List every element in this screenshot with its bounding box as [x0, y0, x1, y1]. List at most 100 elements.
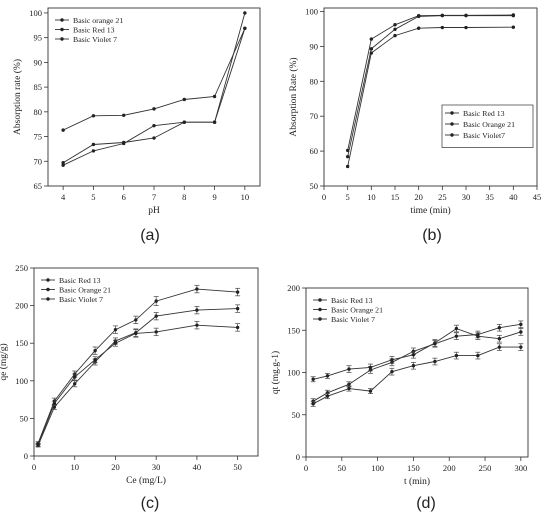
data-point	[73, 382, 77, 386]
y-tick-label: 80	[310, 76, 319, 86]
y-tick-label: 100	[287, 368, 300, 378]
x-tick-label: 250	[479, 463, 492, 473]
data-point	[93, 358, 97, 362]
data-point	[368, 389, 373, 393]
x-axis-title: t (min)	[404, 476, 430, 487]
x-tick-label: 150	[407, 463, 420, 473]
legend-label: Basic Violet7	[463, 131, 505, 140]
data-point	[454, 334, 459, 338]
y-tick-label: 95	[34, 33, 43, 43]
data-point	[464, 25, 468, 30]
data-point	[195, 323, 199, 327]
x-tick-label: 10	[241, 192, 250, 202]
data-point	[325, 374, 330, 378]
data-point	[154, 299, 158, 303]
plot-frame	[33, 267, 259, 457]
legend-marker	[60, 18, 64, 22]
legend-label: Basic Red 13	[463, 109, 505, 118]
x-tick-label: 45	[533, 192, 542, 202]
x-tick-label: 20	[414, 192, 423, 202]
data-point	[243, 26, 247, 30]
y-tick-label: 100	[305, 6, 318, 16]
panel-label: (d)	[416, 495, 436, 512]
data-point	[195, 308, 199, 312]
chart-panel-c: 0 10 20 30 40 50 0 50 100 150 200 250 Ce (mg/L) qe (m…	[0, 263, 259, 512]
plot-frame	[323, 7, 538, 187]
legend-label: Basic Orange 21	[331, 306, 383, 315]
data-point	[52, 401, 57, 406]
data-point	[243, 11, 247, 15]
legend-marker	[450, 133, 454, 137]
data-point	[212, 94, 217, 99]
data-point	[497, 326, 502, 330]
series-2	[345, 25, 516, 169]
y-tick-label: 100	[15, 376, 28, 386]
legend-marker	[318, 307, 322, 312]
x-tick-label: 15	[391, 192, 400, 202]
y-tick-label: 0	[24, 451, 28, 461]
series-1	[345, 13, 516, 159]
series-line	[312, 323, 521, 402]
y-axis-title: qe (mg/g)	[0, 343, 9, 380]
x-tick-label: 5	[346, 192, 350, 202]
y-tick-label: 100	[29, 8, 42, 18]
data-point	[152, 123, 156, 128]
data-point	[122, 113, 126, 117]
data-point	[152, 107, 156, 111]
chart-panel-d: 0 50 100 150 200 250 300 0 50 100 150 200 t (min) qt …	[270, 283, 529, 512]
data-point	[235, 290, 240, 294]
data-point	[369, 47, 374, 51]
x-tick-label: 0	[32, 462, 36, 472]
y-tick-label: 70	[310, 111, 319, 121]
y-tick-label: 150	[287, 325, 300, 335]
y-tick-label: 250	[15, 263, 28, 273]
y-tick-label: 50	[292, 410, 301, 420]
data-point	[345, 154, 350, 159]
data-point	[497, 345, 502, 349]
data-point	[440, 25, 445, 30]
data-point	[393, 33, 397, 38]
x-axis-title: time (min)	[410, 205, 450, 216]
data-point	[212, 120, 217, 124]
data-point	[433, 359, 437, 364]
data-point	[325, 394, 330, 398]
y-tick-label: 70	[34, 156, 43, 166]
data-point	[347, 382, 351, 387]
legend-label: Basic Violet 7	[59, 295, 103, 304]
series-line	[313, 328, 521, 380]
legend-label: Basic Red 13	[331, 296, 373, 305]
x-tick-label: 30	[152, 462, 161, 472]
x-tick-label: 50	[338, 463, 347, 473]
legend-label: Basic Red 13	[73, 26, 115, 35]
data-point	[235, 325, 240, 330]
y-tick-label: 60	[310, 146, 319, 156]
data-point	[154, 330, 158, 334]
x-tick-label: 30	[462, 192, 471, 202]
legend-marker	[46, 287, 50, 292]
legend-label: Basic orange 21	[73, 16, 123, 25]
data-point	[454, 353, 459, 358]
data-point	[476, 334, 480, 338]
data-point	[464, 13, 468, 18]
legend-marker	[318, 317, 322, 321]
x-tick-label: 35	[485, 192, 494, 202]
data-point	[91, 149, 96, 153]
data-point	[122, 140, 126, 145]
data-point	[454, 326, 459, 331]
data-point	[134, 318, 138, 322]
y-tick-label: 200	[287, 283, 300, 293]
data-point	[369, 51, 374, 55]
y-tick-label: 85	[34, 82, 43, 92]
legend-label: Basic Violet 7	[331, 315, 375, 324]
x-tick-label: 50	[233, 462, 242, 472]
legend-marker	[46, 297, 50, 301]
panel-label: (a)	[140, 227, 160, 244]
x-tick-label: 7	[152, 192, 156, 202]
series-2	[35, 321, 241, 447]
chart-panel-b: 0 5 10 15 20 25 30 35 40 45 50 60 70 80 90 100 time (min…	[288, 6, 541, 244]
data-point	[393, 23, 397, 27]
